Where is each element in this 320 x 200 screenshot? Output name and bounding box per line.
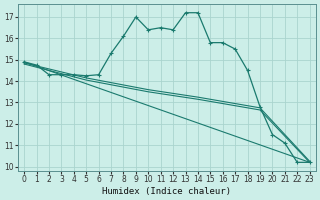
X-axis label: Humidex (Indice chaleur): Humidex (Indice chaleur) bbox=[102, 187, 231, 196]
